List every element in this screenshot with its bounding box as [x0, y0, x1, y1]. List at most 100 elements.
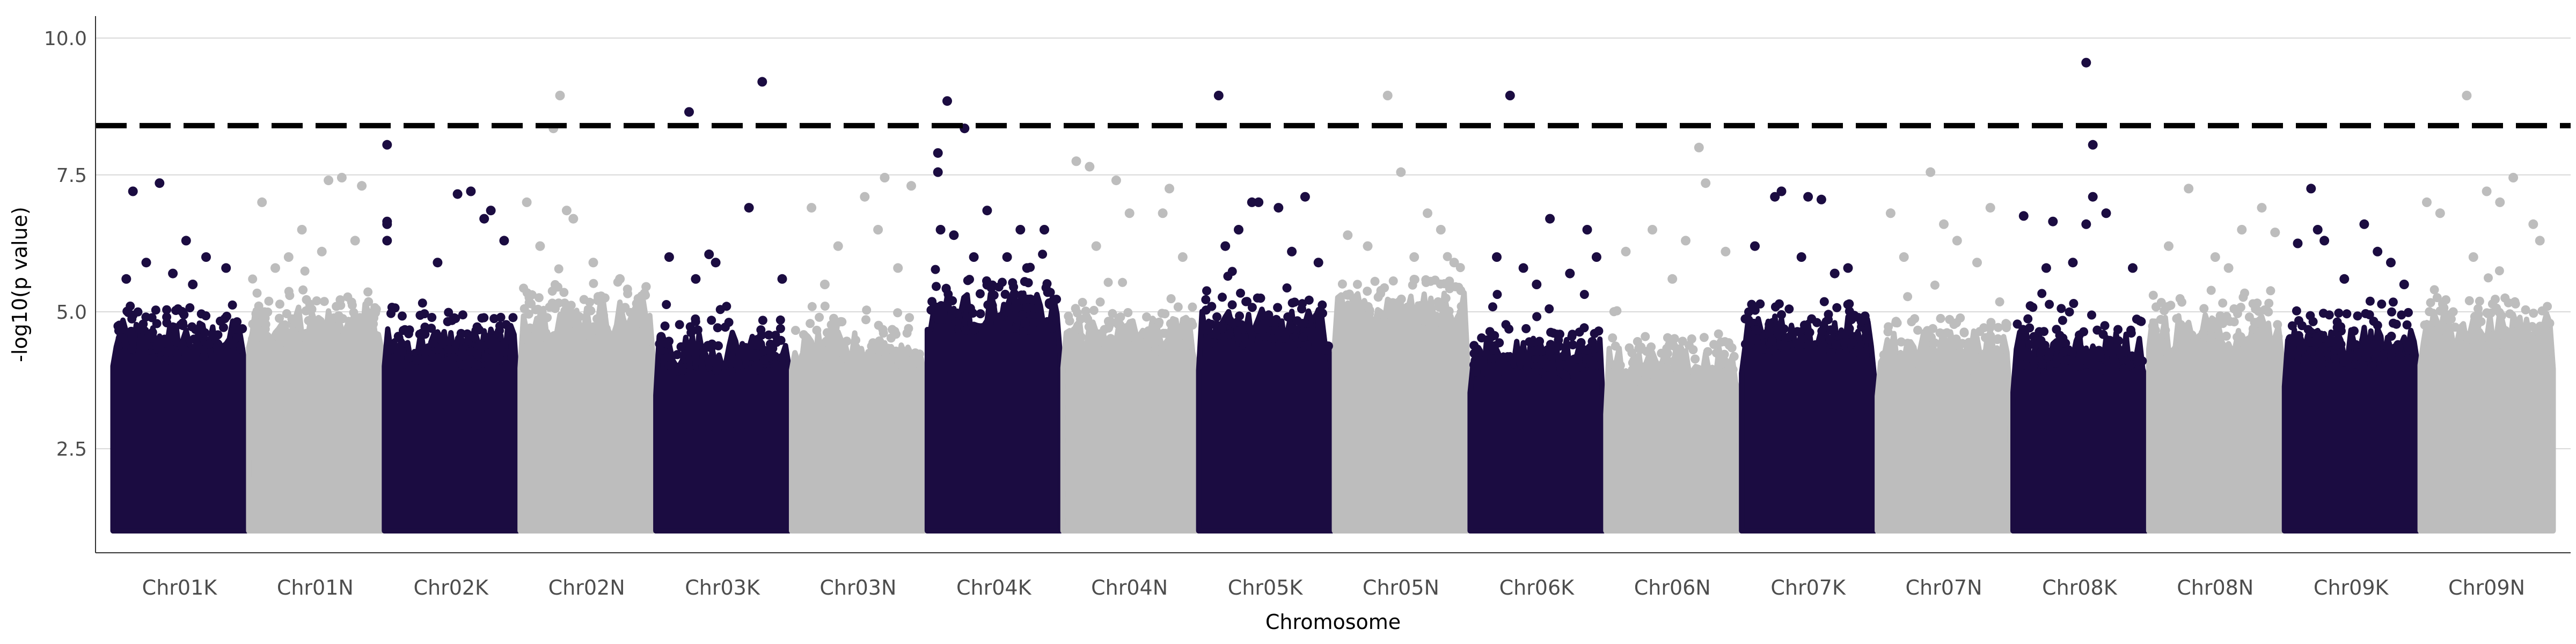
data-point: [1656, 371, 1665, 381]
data-point: [2119, 364, 2129, 374]
y-tick-labels: 2.5 5.0 7.5 10.0: [44, 28, 87, 460]
data-point: [1980, 349, 1990, 358]
data-point: [1594, 326, 1604, 336]
data-point: [1363, 287, 1372, 296]
data-point: [623, 284, 632, 294]
data-point: [2052, 325, 2061, 334]
data-point: [248, 274, 258, 284]
data-point: [2155, 350, 2164, 360]
data-point: [1615, 361, 1625, 370]
data-point: [2393, 340, 2403, 349]
data-point: [420, 323, 430, 332]
data-point: [412, 356, 421, 365]
x-tick-label-chr09n: Chr09N: [2448, 576, 2525, 599]
data-point: [2100, 321, 2110, 331]
data-point: [1108, 309, 1117, 318]
data-point: [2156, 314, 2165, 324]
data-point: [593, 296, 603, 305]
data-point: [384, 345, 393, 355]
data-point: [1792, 327, 1802, 336]
data-point-peak: [2495, 197, 2505, 207]
data-point: [1233, 317, 1242, 327]
data-point: [1048, 324, 1057, 333]
data-point: [2083, 359, 2092, 369]
data-point: [642, 324, 652, 334]
data-point-peak: [1796, 252, 1806, 262]
data-point: [1767, 336, 1777, 346]
data-point-peak: [1015, 225, 1026, 235]
data-point: [975, 289, 985, 298]
data-point: [1225, 316, 1234, 325]
data-point: [1574, 354, 1583, 364]
data-point: [162, 305, 172, 314]
data-point: [1845, 324, 1854, 333]
data-point-peak: [1545, 214, 1555, 224]
data-point: [1426, 276, 1436, 286]
data-point: [2160, 342, 2170, 352]
data-point: [559, 288, 569, 297]
data-point: [433, 353, 442, 362]
data-point: [1612, 306, 1622, 316]
data-point: [961, 326, 971, 335]
data-point: [2516, 344, 2526, 354]
data-point: [771, 331, 780, 340]
data-point: [709, 357, 719, 367]
data-point: [533, 304, 543, 314]
data-point: [1174, 346, 1183, 356]
data-point-peak: [2184, 184, 2194, 194]
data-point: [2113, 336, 2123, 346]
data-point: [343, 323, 353, 332]
data-point-peak: [2293, 238, 2303, 248]
data-point: [2294, 331, 2303, 340]
data-point: [842, 336, 852, 346]
data-point: [319, 297, 329, 306]
data-point-peak: [2468, 252, 2478, 262]
data-point: [1910, 314, 1920, 324]
data-point: [1298, 332, 1308, 342]
data-point-peak: [2257, 203, 2267, 213]
data-point: [1861, 326, 1871, 335]
data-point: [862, 305, 872, 315]
data-point: [1346, 302, 1356, 312]
data-point: [1835, 330, 1845, 340]
data-point: [236, 344, 245, 354]
data-point-peak: [121, 274, 131, 284]
data-point: [1212, 312, 1221, 321]
data-point: [238, 324, 247, 333]
data-point: [1208, 338, 1218, 348]
data-point: [890, 326, 899, 336]
data-point: [1567, 332, 1577, 341]
data-point: [851, 335, 861, 345]
data-point: [775, 324, 785, 333]
data-point: [830, 354, 839, 363]
data-point: [931, 265, 940, 274]
data-point: [200, 328, 210, 338]
data-point: [1665, 340, 1674, 349]
data-point: [1975, 327, 1985, 336]
data-point-peak: [1591, 252, 1601, 262]
data-point: [1140, 329, 1150, 339]
data-point-peak: [2128, 263, 2138, 273]
data-point: [2018, 325, 2028, 334]
data-point: [1772, 349, 1781, 358]
data-point: [1579, 290, 1589, 299]
data-point: [1861, 315, 1870, 325]
data-point: [1166, 294, 1176, 304]
data-point: [912, 357, 921, 367]
data-point-peak: [1409, 252, 1419, 262]
data-point-peak: [2399, 280, 2409, 289]
data-point: [1318, 309, 1327, 318]
data-point: [1912, 350, 1921, 360]
data-point-peak: [1701, 178, 1711, 188]
data-point: [1470, 367, 1480, 377]
data-point: [2148, 290, 2158, 300]
data-point-peak: [2041, 263, 2051, 273]
x-tick-label-chr01n: Chr01N: [277, 576, 354, 599]
data-point: [766, 367, 775, 376]
data-point: [2186, 340, 2196, 349]
data-point: [1633, 370, 1642, 379]
data-point: [1322, 345, 1332, 355]
data-point: [2153, 333, 2163, 342]
data-point: [2266, 286, 2275, 296]
data-point: [2441, 295, 2451, 305]
